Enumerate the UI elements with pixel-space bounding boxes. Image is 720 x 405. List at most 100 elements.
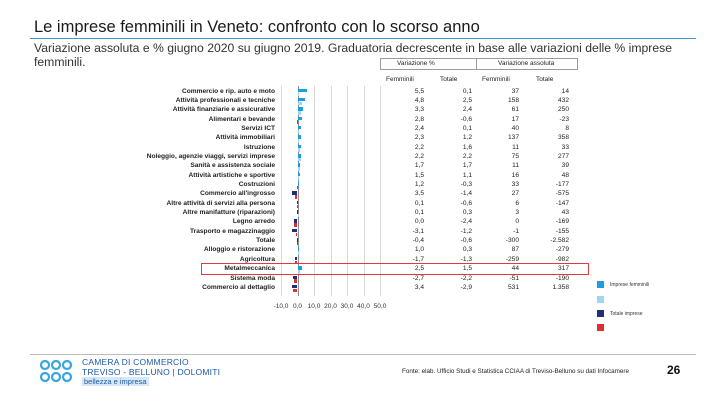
value-pct-femminili: -2,7	[412, 274, 424, 282]
value-abs-femminili: 3	[515, 209, 519, 217]
value-abs-femminili: 531	[507, 283, 519, 291]
bar-femminili	[297, 247, 300, 252]
legend-label: Imprese femminili	[610, 282, 650, 288]
value-pct-totale: -1,4	[460, 190, 472, 198]
category-label: Metalmeccanica	[224, 265, 275, 273]
value-pct-femminili: -1,7	[412, 255, 424, 263]
value-pct-totale: -1,2	[460, 227, 472, 235]
value-abs-totale: 250	[557, 106, 569, 114]
header-abs-totale: Totale	[536, 76, 554, 83]
zero-axis	[297, 86, 299, 296]
bar-totale	[292, 288, 298, 293]
x-tick-label: 0,0	[292, 302, 303, 310]
category-label: Attività professionali e tecniche	[175, 96, 275, 104]
value-abs-femminili: 40	[511, 124, 519, 132]
value-abs-femminili: 75	[511, 152, 519, 160]
bar-femminili	[291, 284, 298, 289]
value-pct-femminili: 0,0	[414, 218, 424, 226]
value-pct-femminili: 2,3	[414, 134, 424, 142]
value-pct-femminili: 0,1	[414, 209, 424, 217]
value-abs-totale: 48	[561, 171, 569, 179]
bar-totale	[297, 269, 300, 274]
logo-text-line1: CAMERA DI COMMERCIO	[82, 357, 189, 367]
category-label: Attività finanziarie e assicurative	[172, 106, 275, 114]
value-pct-femminili: 2,4	[414, 124, 424, 132]
value-pct-totale: 2,5	[462, 96, 472, 104]
value-abs-totale: 317	[557, 265, 569, 273]
value-abs-totale: 8	[565, 124, 569, 132]
category-label: Totale	[256, 237, 275, 245]
value-pct-totale: -2,4	[460, 218, 472, 226]
value-abs-totale: 277	[557, 152, 569, 160]
logo-text-line3: bellezza e impresa	[82, 377, 149, 386]
legend-swatch	[597, 324, 604, 331]
totale-row-highlight	[201, 263, 589, 275]
bar-totale	[293, 223, 298, 227]
value-abs-totale: 358	[557, 134, 569, 142]
bar-totale	[297, 101, 302, 106]
value-abs-femminili: 137	[507, 134, 519, 142]
category-label: Alimentari e bevande	[208, 115, 275, 123]
value-pct-totale: 0,1	[462, 124, 472, 132]
bar-femminili	[294, 256, 298, 261]
value-pct-totale: 1,5	[462, 265, 472, 273]
bar-totale	[296, 204, 298, 209]
bar-totale	[297, 92, 299, 96]
value-abs-femminili: 17	[511, 115, 519, 123]
header-abs-femminili: Femminili	[482, 76, 510, 83]
value-abs-totale: -177	[555, 181, 569, 188]
value-pct-femminili: 3,5	[414, 190, 424, 198]
gridline	[380, 86, 381, 296]
x-tick-label: 10,0	[307, 302, 321, 310]
value-pct-femminili: 2,5	[414, 265, 424, 273]
bar-totale	[295, 232, 298, 237]
value-abs-femminili: -1	[513, 227, 519, 235]
category-label: Alloggio e ristorazione	[203, 246, 275, 254]
bar-femminili	[297, 266, 302, 270]
category-label: Commercio all'ingrosso	[200, 190, 275, 198]
category-label: Commercio e rip. auto e moto	[181, 87, 275, 95]
category-label: Trasporto e magazzinaggio	[189, 227, 275, 235]
value-pct-femminili: 0,1	[414, 199, 424, 207]
category-label: Sanità e assistenza sociale	[190, 162, 275, 170]
value-abs-femminili: -300	[505, 237, 519, 245]
bar-femminili	[297, 107, 303, 111]
bar-totale	[297, 176, 300, 181]
value-abs-totale: 432	[557, 96, 569, 104]
header-pct-totale: Totale	[440, 76, 458, 83]
bar-totale	[296, 241, 298, 246]
bar-totale	[295, 260, 298, 265]
value-abs-totale: 43	[561, 209, 569, 217]
x-tick-label: 40,0	[357, 302, 370, 310]
value-pct-totale: 2,2	[462, 152, 472, 160]
value-abs-totale: -982	[555, 255, 569, 263]
category-label: Attività immobiliari	[215, 134, 275, 142]
x-tick-label: -10,0	[273, 302, 289, 310]
bar-femminili	[297, 88, 307, 93]
bar-femminili	[297, 116, 303, 121]
legend-swatch	[597, 296, 604, 303]
bar-femminili	[296, 238, 298, 242]
value-pct-femminili: 3,4	[414, 283, 424, 291]
bar-femminili	[291, 191, 298, 195]
source-note: Fonte: elab. Ufficio Studi e Statistica …	[402, 368, 630, 375]
category-label: Sistema moda	[230, 274, 275, 282]
x-tick-label: 50,0	[373, 302, 387, 310]
value-pct-femminili: 1,7	[414, 162, 424, 170]
category-label: Legno arredo	[232, 218, 275, 226]
value-pct-totale: 1,7	[462, 162, 472, 170]
bar-femminili	[297, 135, 302, 139]
category-label: Altre manifatture (riparazioni)	[182, 209, 275, 217]
value-pct-totale: -0,6	[460, 115, 472, 123]
value-abs-totale: 39	[561, 162, 569, 170]
bar-totale	[297, 213, 299, 218]
page-number: 26	[667, 363, 681, 377]
value-pct-totale: -0,6	[460, 199, 472, 207]
value-abs-femminili: 33	[511, 181, 519, 188]
value-abs-femminili: 87	[511, 246, 519, 254]
value-pct-femminili: -3,1	[412, 227, 424, 235]
legend-swatch	[597, 310, 604, 317]
value-pct-totale: -0,6	[460, 237, 472, 245]
category-label: Servizi ICT	[241, 124, 275, 132]
bar-totale	[297, 157, 302, 162]
